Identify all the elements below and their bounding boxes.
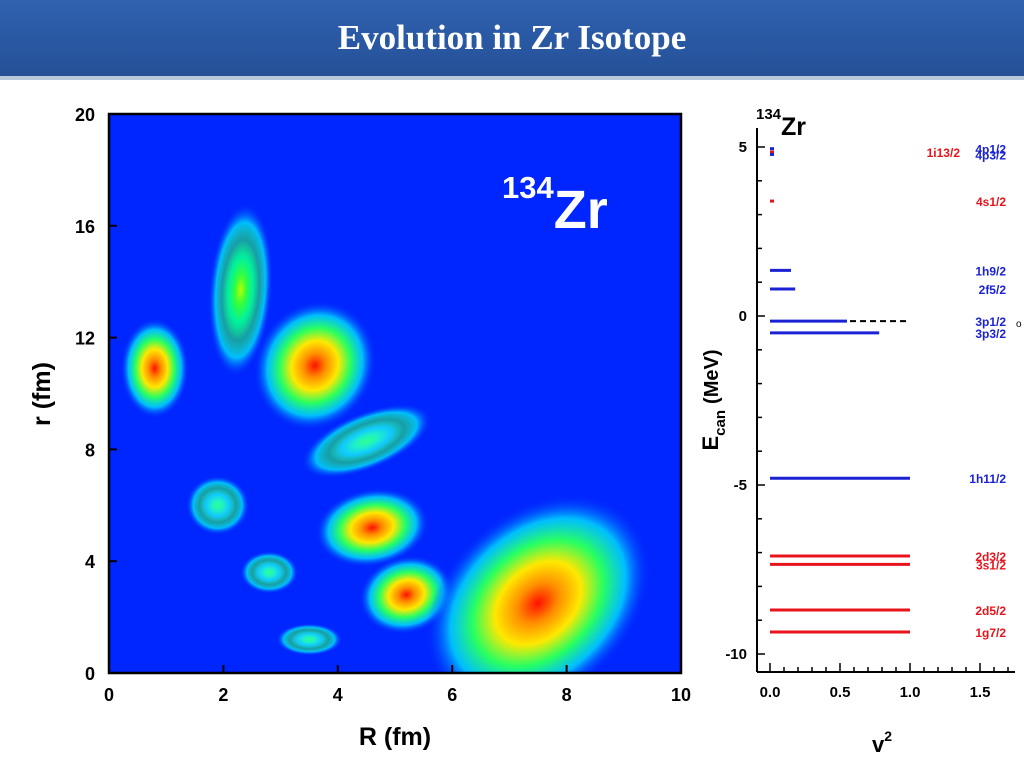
- level-scheme-axes: [756, 128, 1015, 673]
- level-label: 3s1/2: [976, 558, 1006, 572]
- level-scheme-levels: o 4p1/2 1i13/2 4p3/2 4s1/2 1h9/2 2f5/2 3p1/23p3…: [770, 143, 1022, 640]
- density-peak: [315, 488, 429, 568]
- density-peak: [208, 203, 273, 377]
- density-map-chart: 0 2 4 6 8 10 0 4 8 12 16 20 R (fm) r (fm) 134Zr: [28, 105, 691, 751]
- level-label: 1i13/2: [927, 146, 961, 160]
- x-tick-label: 0: [104, 685, 114, 705]
- x-tick-label: 1.5: [970, 684, 991, 701]
- y-tick-label: 12: [75, 329, 95, 349]
- density-peak: [240, 551, 299, 594]
- level-label: 1h11/2: [969, 472, 1006, 486]
- y-tick-label: 0: [85, 664, 95, 684]
- level-scheme-x-label-symbol: v: [872, 732, 885, 757]
- title-bar: Evolution in Zr Isotope: [0, 0, 1024, 80]
- density-peak: [120, 318, 189, 419]
- x-tick-label: 2: [218, 685, 228, 705]
- x-tick-label: 0.0: [760, 684, 781, 701]
- level-scheme-mass-number: 134: [756, 106, 782, 123]
- density-peak: [425, 494, 651, 673]
- level-label: 4p3/2: [975, 148, 1006, 162]
- level-scheme-chart: o 4p1/2 1i13/2 4p3/2 4s1/2 1h9/2 2f5/2 3p1/23p3…: [700, 106, 1022, 757]
- x-tick-label: 0.5: [830, 684, 851, 701]
- level-scheme-y-label-subscript: can: [712, 410, 729, 436]
- level-label: 2f5/2: [979, 283, 1007, 297]
- level-scheme-y-label-symbol: E: [700, 436, 723, 451]
- level-label: 2d3/2: [975, 550, 1006, 564]
- density-map-ticks: 0 2 4 6 8 10 0 4 8 12 16 20: [75, 105, 691, 705]
- density-map-isotope-label: 134Zr: [502, 170, 608, 240]
- y-tick-label: 5: [739, 139, 747, 156]
- density-map-y-label: r (fm): [28, 362, 56, 426]
- x-tick-label: 1.0: [900, 684, 921, 701]
- level-label: 2d5/2: [975, 604, 1006, 618]
- density-map-x-label: R (fm): [359, 723, 431, 751]
- page-title: Evolution in Zr Isotope: [337, 18, 687, 57]
- fermi-level-mark: o: [1016, 319, 1022, 330]
- y-tick-label: -5: [734, 477, 747, 494]
- level-scheme-x-label: v2: [872, 728, 892, 757]
- level-scheme-isotope-label: 134Zr: [756, 106, 806, 141]
- density-peak: [186, 475, 250, 535]
- level-label: 1g7/2: [975, 626, 1006, 640]
- level-label: 4p1/2: [975, 143, 1006, 157]
- y-tick-label: 16: [75, 217, 95, 237]
- level-label: 3p3/2: [975, 327, 1006, 341]
- level-label: 3p1/2: [975, 315, 1006, 329]
- y-tick-label: -10: [725, 646, 747, 663]
- level-scheme-y-label: Ecan (MeV): [700, 350, 729, 451]
- density-peak: [276, 623, 343, 656]
- density-peak: [253, 300, 377, 431]
- title-bar-shadow: [0, 76, 1024, 80]
- level-scheme-x-label-superscript: 2: [884, 728, 892, 744]
- y-tick-label: 0: [739, 308, 747, 325]
- level-scheme-y-label-unit: (MeV): [701, 350, 723, 404]
- level-label: 4s1/2: [976, 195, 1006, 209]
- density-map-mass-number: 134: [502, 170, 554, 205]
- y-tick-label: 4: [85, 552, 95, 572]
- level-scheme-element: Zr: [781, 113, 806, 141]
- y-tick-label: 8: [85, 440, 95, 460]
- level-label: 1h9/2: [975, 264, 1006, 278]
- level-scheme-ticks: 5 0 -5 -10 0.0 0.5 1.0 1.5: [725, 139, 1009, 701]
- density-map-frame: [107, 112, 683, 675]
- x-tick-label: 6: [447, 685, 457, 705]
- density-map-element: Zr: [554, 180, 608, 240]
- density-map-plot-area: [109, 114, 681, 673]
- x-tick-label: 8: [562, 685, 572, 705]
- x-tick-label: 10: [671, 685, 691, 705]
- y-tick-label: 20: [75, 105, 95, 125]
- x-tick-label: 4: [333, 685, 343, 705]
- density-peak: [301, 404, 432, 478]
